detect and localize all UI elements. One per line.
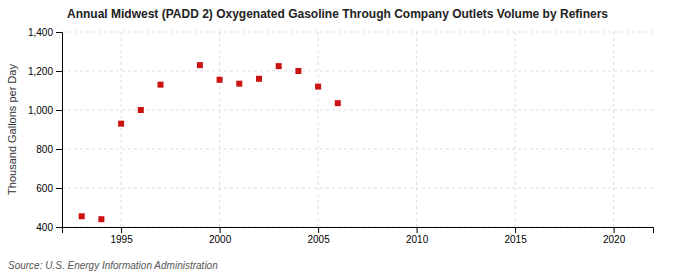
x-tick-mark — [417, 227, 418, 233]
grid-line-x — [219, 32, 220, 227]
grid-line-y — [62, 188, 653, 189]
x-tick-mark — [318, 227, 319, 233]
grid-line-y — [62, 32, 653, 33]
x-tick: 2015 — [504, 227, 527, 245]
x-tick-mark — [614, 227, 615, 233]
chart: 1995 2000 2005 2010 2015 2020 400 600 800 1,000 1,… — [0, 0, 675, 275]
y-tick-mark — [56, 71, 62, 72]
x-tick-label: 2000 — [209, 234, 232, 245]
point — [315, 84, 321, 90]
point — [98, 216, 104, 222]
grid-line-y — [62, 110, 653, 111]
grid-line-x — [121, 32, 122, 227]
y-tick-mark — [56, 149, 62, 150]
x-tick-label: 2020 — [603, 234, 626, 245]
point — [158, 82, 164, 88]
x-tick: 2010 — [406, 227, 429, 245]
y-tick-label: 1,400 — [28, 27, 53, 38]
y-tick-label: 400 — [36, 222, 53, 233]
y-axis-title: Thousand Gallons per Day — [6, 64, 18, 195]
y-tick-label: 1,200 — [28, 66, 53, 77]
y-tick: 1,000 — [28, 105, 62, 116]
x-tick: 2005 — [307, 227, 330, 245]
x-tick-mark — [220, 227, 221, 233]
x-tick: 1995 — [110, 227, 133, 245]
point — [138, 107, 144, 113]
x-tick-mark — [121, 227, 122, 233]
x-tick: 2000 — [209, 227, 232, 245]
y-tick: 400 — [36, 222, 62, 233]
grid — [62, 32, 653, 227]
point — [256, 76, 262, 82]
point — [79, 213, 85, 219]
y-tick-mark — [56, 32, 62, 33]
grid-line-x — [416, 32, 417, 227]
annotation: Source: U.S. Energy Information Administ… — [8, 260, 218, 271]
title: Annual Midwest (PADD 2) Oxygenated Gasol… — [67, 7, 608, 21]
point — [295, 68, 301, 74]
x-tick-label: 1995 — [110, 234, 133, 245]
grid-line-y — [62, 149, 653, 150]
x-tick-label: 2010 — [406, 234, 429, 245]
y-tick-mark — [56, 110, 62, 111]
point — [335, 100, 341, 106]
points — [79, 62, 341, 222]
x-axis-line — [63, 228, 654, 234]
y-tick: 1,200 — [28, 66, 62, 77]
y-tick: 800 — [36, 144, 62, 155]
x-tick: 2020 — [603, 227, 626, 245]
grid-line-x — [318, 32, 319, 227]
grid-line-y — [62, 71, 653, 72]
y-tick-mark — [56, 188, 62, 189]
x-tick-mark — [515, 227, 516, 233]
y-tick-label: 600 — [36, 183, 53, 194]
grid-line-x — [515, 32, 516, 227]
grid-line-x — [613, 32, 614, 227]
point — [217, 77, 223, 83]
y-tick: 1,400 — [28, 27, 62, 38]
x-axis: 1995 2000 2005 2010 2015 2020 — [63, 227, 654, 245]
y-tick: 600 — [36, 183, 62, 194]
point — [276, 63, 282, 69]
y-axis: 400 600 800 1,000 1,200 1,400 — [28, 27, 63, 233]
x-tick-label: 2005 — [307, 234, 330, 245]
plot: 1995 2000 2005 2010 2015 2020 400 600 800 1,000 1,… — [28, 27, 654, 245]
point — [197, 62, 203, 68]
x-tick-label: 2015 — [504, 234, 527, 245]
point — [236, 81, 242, 87]
y-tick-label: 800 — [36, 144, 53, 155]
y-tick-mark — [56, 227, 62, 228]
point — [118, 121, 124, 127]
y-tick-label: 1,000 — [28, 105, 53, 116]
y-axis-line — [56, 33, 63, 228]
